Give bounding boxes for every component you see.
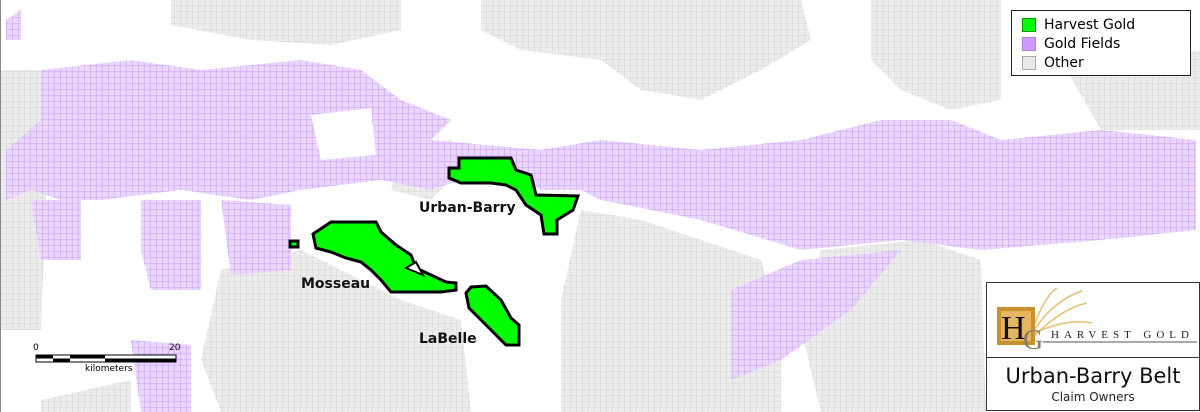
map-gap — [311, 108, 376, 160]
legend-swatch — [1022, 55, 1036, 70]
scale-start: 0 — [33, 343, 39, 353]
legend: Harvest Gold Gold Fields Other — [1011, 10, 1191, 76]
label-mosseau: Mosseau — [301, 276, 371, 292]
legend-item-harvest-gold: Harvest Gold — [1022, 15, 1180, 34]
scale-end: 20 — [169, 343, 181, 353]
map-title: Urban-Barry Belt — [1005, 364, 1181, 388]
legend-label: Gold Fields — [1044, 35, 1121, 52]
claim-urban-barry — [447, 156, 581, 236]
harvest-gold-logo: H G HARVEST GOLD — [987, 283, 1199, 358]
svg-text:G: G — [1023, 325, 1043, 356]
claim-labelle — [464, 284, 521, 347]
title-block: H G HARVEST GOLD Urban-Barry Belt Claim … — [986, 282, 1200, 411]
gold-fields-claims — [6, 10, 1196, 412]
wheat-logo-icon: H G HARVEST GOLD — [997, 287, 1197, 356]
legend-label: Other — [1044, 54, 1084, 71]
scale-bar — [35, 354, 177, 363]
legend-item-gold-fields: Gold Fields — [1022, 34, 1180, 53]
legend-swatch — [1022, 17, 1036, 32]
label-labelle: LaBelle — [419, 331, 477, 347]
scale-unit: kilometers — [85, 364, 133, 374]
claim-small-parcel — [288, 239, 300, 249]
logo-wordmark: HARVEST GOLD — [1051, 329, 1194, 341]
map-subtitle: Claim Owners — [1051, 390, 1135, 404]
legend-label: Harvest Gold — [1044, 16, 1136, 33]
svg-text:H: H — [1001, 310, 1026, 347]
label-urban-barry: Urban-Barry — [419, 200, 516, 216]
legend-item-other: Other — [1022, 53, 1180, 72]
legend-swatch — [1022, 36, 1036, 51]
